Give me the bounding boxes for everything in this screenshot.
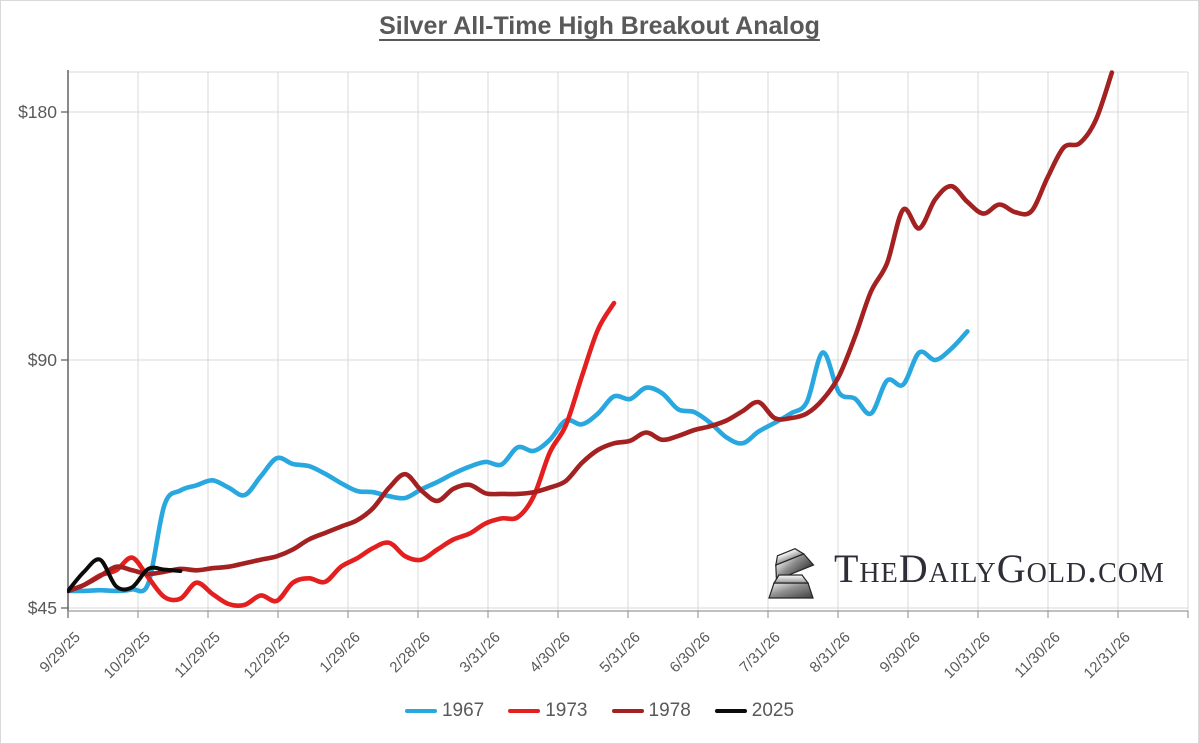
x-axis-label: 8/31/26	[806, 629, 853, 676]
x-axis-label: 10/29/25	[101, 629, 154, 682]
legend-swatch-1973	[508, 709, 541, 713]
legend-label: 2025	[751, 700, 795, 721]
chart-title: Silver All-Time High Breakout Analog	[379, 12, 820, 40]
legend-item-2025: 2025	[714, 700, 795, 722]
legend-swatch-1967	[404, 709, 437, 713]
x-axis-label: 10/31/26	[941, 629, 994, 682]
x-axis-label: 9/30/26	[876, 629, 923, 676]
x-axis-label: 5/31/26	[596, 629, 643, 676]
brand-logo: TheDailyGold.com	[757, 537, 1165, 601]
legend-swatch-1978	[611, 709, 644, 713]
x-axis-label: 6/30/26	[666, 629, 713, 676]
y-axis-label: $180	[18, 102, 57, 122]
x-axis-label: 11/30/26	[1011, 629, 1064, 682]
x-axis-label: 3/31/26	[456, 629, 503, 676]
x-axis-label: 7/31/26	[736, 629, 783, 676]
series-line-1973	[67, 300, 617, 609]
series-line-1978	[67, 70, 1115, 594]
series-line-2025	[67, 557, 183, 593]
y-axis-label: $45	[28, 598, 57, 618]
legend-swatch-2025	[714, 709, 747, 713]
x-axis-label: 1/29/26	[316, 629, 363, 676]
x-axis-label: 2/28/26	[386, 629, 433, 676]
brand-name: TheDailyGold.com	[834, 546, 1165, 591]
series-line-1967	[67, 329, 970, 594]
x-axis-label: 9/29/25	[36, 629, 83, 676]
x-axis-label: 12/31/26	[1081, 629, 1134, 682]
x-axis-label: 12/29/25	[241, 629, 294, 682]
legend: 1967 1973 1978 2025	[1, 700, 1198, 722]
legend-label: 1973	[545, 700, 588, 721]
legend-item-1967: 1967	[404, 700, 485, 722]
legend-item-1973: 1973	[508, 700, 588, 722]
legend-label: 1967	[441, 700, 485, 721]
legend-label: 1978	[648, 700, 691, 721]
x-axis-label: 4/30/26	[526, 629, 573, 676]
x-axis-label: 11/29/25	[171, 629, 224, 682]
legend-item-1978: 1978	[611, 700, 691, 722]
silver-bars-icon	[768, 548, 815, 599]
y-axis-label: $90	[28, 350, 57, 370]
